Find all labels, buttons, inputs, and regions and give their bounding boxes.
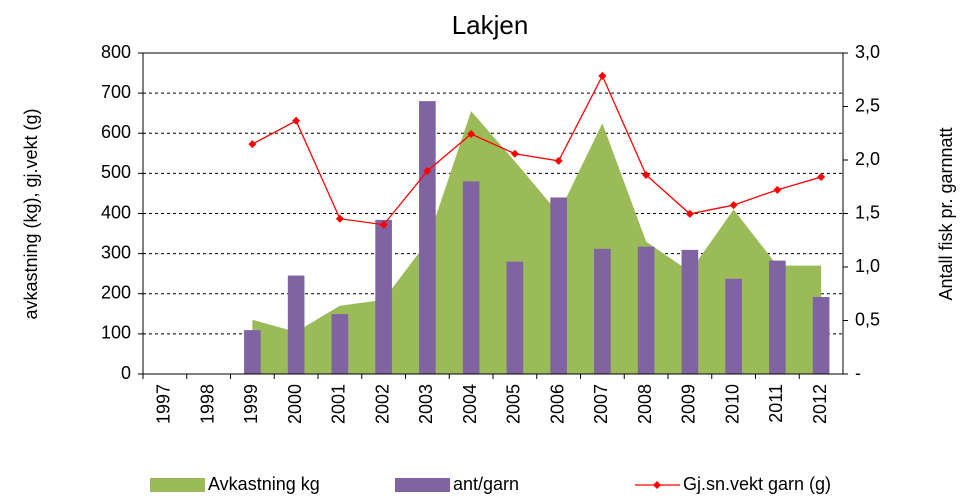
y-tick-label: 0: [121, 363, 131, 383]
bar: [462, 181, 480, 374]
line-marker: [292, 116, 301, 125]
line-marker: [248, 140, 257, 149]
line-marker: [642, 170, 651, 179]
y2-tick-label: -: [855, 363, 861, 383]
legend-label: Gj.sn.vekt garn (g): [683, 474, 831, 494]
bar: [287, 275, 305, 374]
y2-tick-label: 3,0: [855, 42, 880, 62]
bar: [725, 278, 742, 374]
area: [252, 111, 822, 375]
bar: [550, 197, 567, 374]
y-axis-label: avkastning (kg), gj.vekt (g): [21, 108, 41, 319]
x-tick-label: 1999: [241, 384, 261, 424]
legend-swatch: [395, 478, 450, 492]
x-tick-label: 2001: [329, 384, 349, 424]
line: [252, 74, 822, 226]
bar: [506, 261, 524, 374]
x-tick-label: 2008: [635, 384, 655, 424]
y-tick-label: 100: [101, 323, 131, 343]
line-marker: [729, 201, 738, 210]
x-tick-label: 2010: [722, 384, 742, 424]
x-tick-label: 2006: [547, 384, 567, 424]
y-tick-label: 500: [101, 162, 131, 182]
bar: [637, 246, 655, 374]
bar: [331, 314, 349, 374]
chart-title: Lakjen: [452, 10, 529, 40]
x-tick-label: 2003: [416, 384, 436, 424]
line-marker: [773, 185, 782, 194]
bar: [375, 219, 392, 374]
legend-label: Avkastning kg: [208, 474, 320, 494]
bar: [769, 260, 786, 374]
x-tick-label: 1998: [197, 384, 217, 424]
y-tick-label: 600: [101, 122, 131, 142]
x-tick-label: 2012: [810, 384, 830, 424]
y-tick-label: 800: [101, 42, 131, 62]
y-tick-label: 700: [101, 82, 131, 102]
y2-tick-label: 1,5: [855, 202, 880, 222]
bar: [594, 248, 611, 374]
y2-tick-label: 0,5: [855, 309, 880, 329]
line-marker: [598, 71, 607, 80]
legend-swatch: [150, 478, 205, 492]
x-tick-label: 2000: [285, 384, 305, 424]
bar: [812, 296, 830, 374]
y-tick-label: 400: [101, 202, 131, 222]
y2-tick-label: 2,5: [855, 95, 880, 115]
y-tick-label: 200: [101, 283, 131, 303]
line-marker: [554, 156, 563, 165]
y-tick-label: 300: [101, 242, 131, 262]
x-tick-label: 2007: [591, 384, 611, 424]
x-tick-label: 1997: [154, 384, 174, 424]
line-marker: [423, 166, 432, 175]
x-tick-label: 2005: [504, 384, 524, 424]
x-tick-label: 2009: [679, 384, 699, 424]
bar: [419, 101, 436, 375]
x-tick-label: 2002: [372, 384, 392, 424]
x-tick-label: 2004: [460, 384, 480, 424]
y2-axis-label: Antall fisk pr. garnnatt: [936, 127, 956, 300]
line-marker: [467, 130, 476, 139]
y2-tick-label: 2,0: [855, 149, 880, 169]
legend-marker: [653, 481, 661, 489]
line-marker: [335, 214, 344, 223]
line-marker: [685, 209, 694, 218]
line-marker: [379, 220, 388, 229]
line-marker: [510, 149, 519, 158]
bar: [681, 249, 699, 374]
line-marker: [817, 172, 826, 181]
y2-tick-label: 1,0: [855, 256, 880, 276]
bar: [244, 330, 261, 374]
legend-label: ant/garn: [453, 474, 519, 494]
x-tick-label: 2011: [766, 384, 786, 423]
